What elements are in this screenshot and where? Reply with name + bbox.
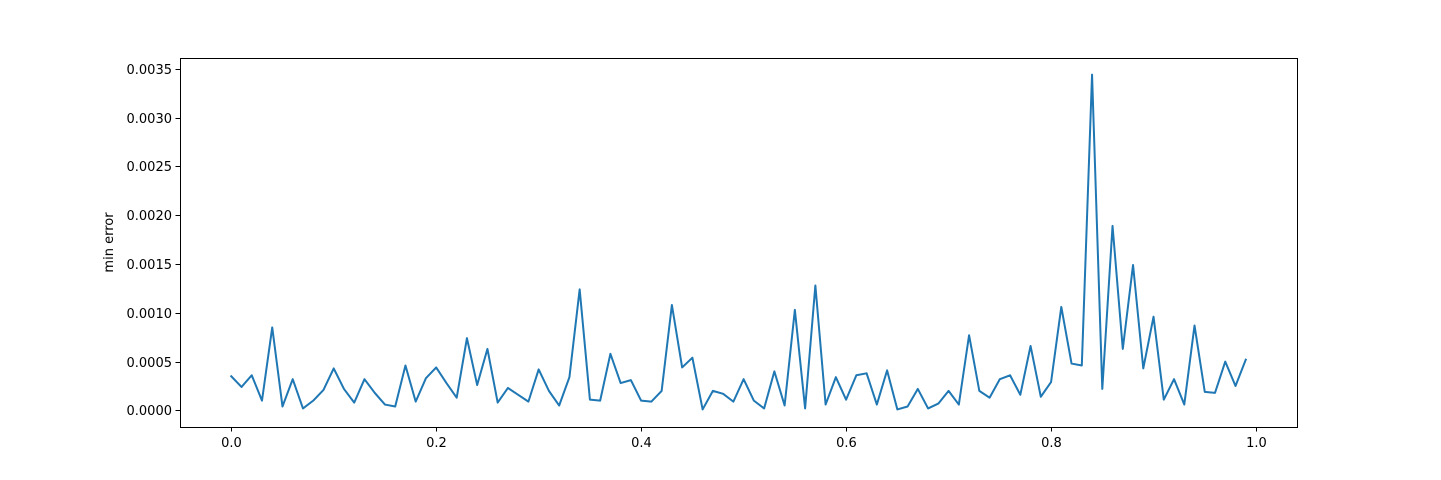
x-tick-label: 0.2 xyxy=(426,436,447,451)
x-tick-label: 0.8 xyxy=(1041,436,1062,451)
x-tick-label: 0.6 xyxy=(836,436,857,451)
y-axis-label: min error xyxy=(102,212,117,273)
y-tick-label: 0.0005 xyxy=(127,356,173,371)
x-tick-label: 0.4 xyxy=(631,436,652,451)
y-tick-label: 0.0030 xyxy=(127,112,173,127)
x-tick-label: 1.0 xyxy=(1246,436,1267,451)
x-axis: 0.0 0.2 0.4 0.6 0.8 1.0 xyxy=(221,427,1267,451)
y-axis: 0.0000 0.0005 0.0010 0.0015 0.0020 0.0025 0.00… xyxy=(127,63,180,419)
plot-frame xyxy=(180,58,1298,428)
y-tick-label: 0.0035 xyxy=(127,63,173,78)
series-line xyxy=(229,73,1248,411)
y-tick-label: 0.0020 xyxy=(127,209,173,224)
y-tick-label: 0.0000 xyxy=(127,404,173,419)
y-tick-label: 0.0025 xyxy=(127,160,173,175)
y-tick-label: 0.0015 xyxy=(127,258,173,273)
x-tick-label: 0.0 xyxy=(221,436,242,451)
y-tick-label: 0.0010 xyxy=(127,307,173,322)
